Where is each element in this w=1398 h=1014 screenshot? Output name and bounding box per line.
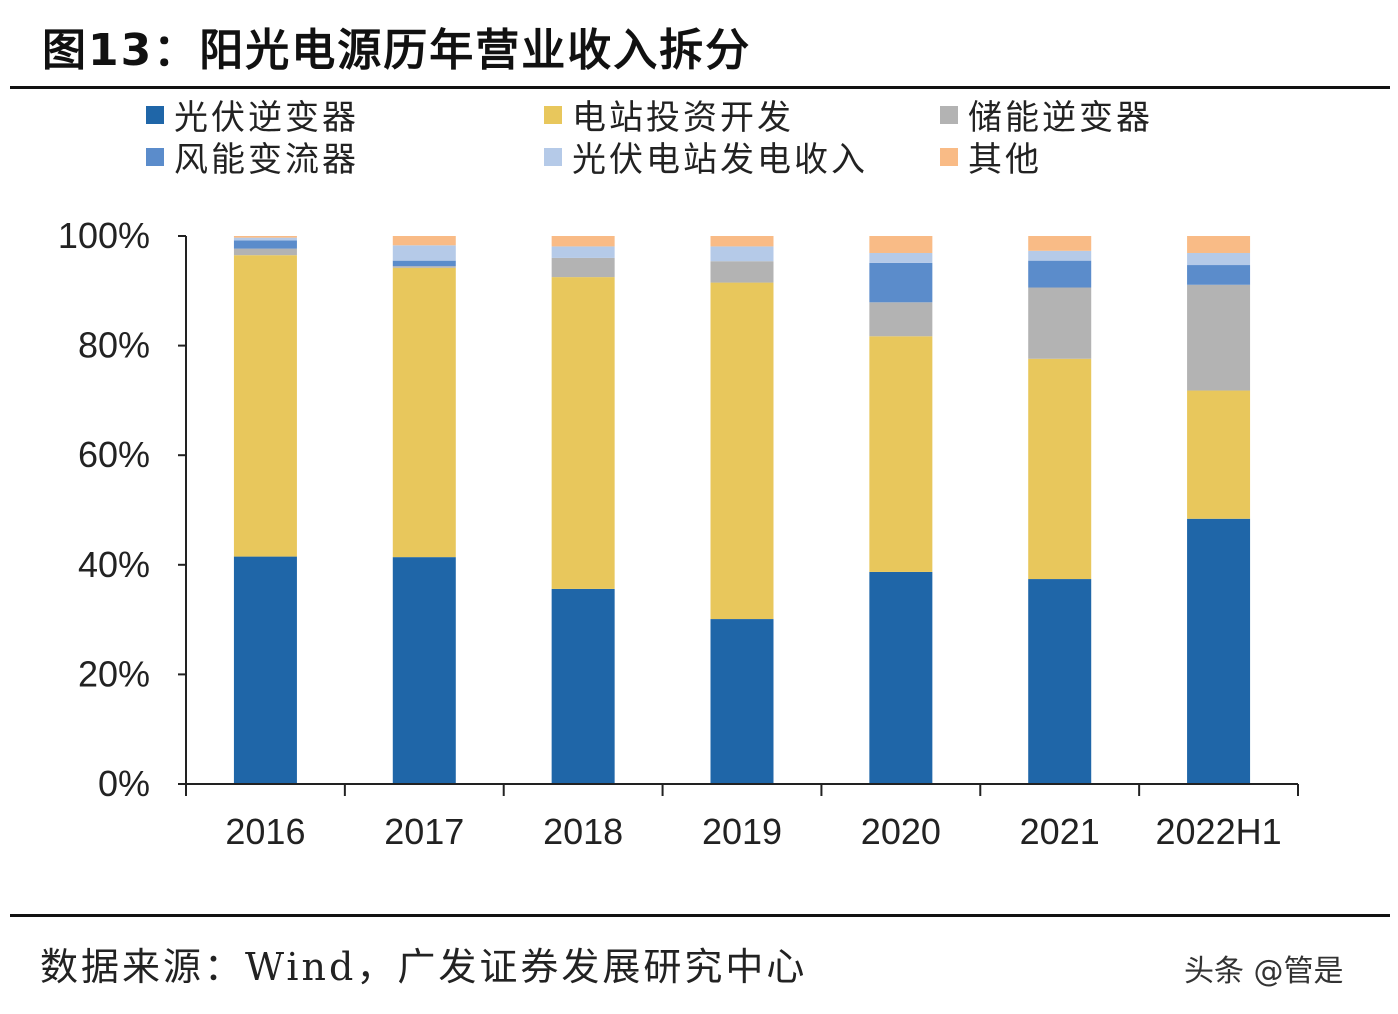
bar-segment: [710, 246, 774, 262]
legend-item: 电站投资开发: [544, 90, 794, 139]
bar-segment: [869, 236, 933, 253]
bar-segment: [710, 261, 774, 283]
legend-label: 储能逆变器: [968, 98, 1153, 138]
x-tick-label: 2020: [861, 811, 941, 852]
legend-item: 光伏电站发电收入: [544, 132, 868, 181]
bar-segment: [1028, 358, 1092, 580]
legend-item: 风能变流器: [146, 132, 359, 181]
chart-title: 图13：阳光电源历年营业收入拆分: [42, 25, 752, 76]
legend-item: 其他: [940, 132, 1042, 181]
bar-segment: [392, 245, 456, 261]
y-tick-label: 40%: [78, 544, 150, 585]
bar-segment: [869, 302, 933, 337]
legend-label: 光伏逆变器: [174, 98, 359, 138]
legend-swatch: [544, 105, 562, 124]
bar-segment: [392, 260, 456, 267]
bar-segment: [1028, 236, 1092, 251]
legend-label: 电站投资开发: [572, 98, 794, 138]
bar-segment: [869, 571, 933, 784]
bar-segment: [1187, 252, 1251, 266]
bar-segment: [233, 255, 297, 557]
bar-segment: [1028, 287, 1092, 359]
y-tick-label: 20%: [78, 653, 150, 694]
legend-label: 风能变流器: [174, 140, 359, 180]
bar-segment: [1187, 236, 1251, 253]
x-tick-label: 2019: [702, 811, 782, 852]
bar-segment: [1187, 390, 1251, 519]
source-note: 数据来源：Wind，广发证券发展研究中心: [40, 945, 808, 989]
x-tick-label: 2022H1: [1156, 811, 1282, 852]
bar-segment: [1187, 284, 1251, 391]
y-tick-label: 60%: [78, 434, 150, 475]
bar-segment: [551, 257, 615, 278]
bar-segment: [233, 236, 297, 238]
y-tick-label: 80%: [78, 325, 150, 366]
bar-segment: [392, 557, 456, 784]
x-tick-label: 2018: [543, 811, 623, 852]
bar-segment: [233, 237, 297, 241]
bar-segment: [551, 277, 615, 589]
legend-swatch: [544, 147, 562, 166]
legend-swatch: [146, 147, 164, 166]
bar-segment: [1187, 265, 1251, 285]
x-tick-label: 2017: [384, 811, 464, 852]
x-tick-label: 2021: [1020, 811, 1100, 852]
legend-item: 储能逆变器: [940, 90, 1153, 139]
legend: 光伏逆变器 电站投资开发 储能逆变器 风能变流器 光伏电站发电收入 其他: [0, 86, 1398, 180]
y-tick-label: 0%: [98, 763, 150, 804]
bar-segment: [869, 336, 933, 572]
bar-segment: [710, 619, 774, 784]
bar-segment: [869, 262, 933, 303]
bar-segment: [233, 240, 297, 249]
watermark: 头条 @管是: [1184, 954, 1344, 989]
title-divider: [10, 86, 1390, 89]
legend-swatch: [940, 105, 958, 124]
bar-segment: [1028, 579, 1092, 784]
legend-swatch: [146, 105, 164, 124]
bar-segment: [1187, 518, 1251, 784]
bar-segment: [233, 556, 297, 784]
legend-item: 光伏逆变器: [146, 90, 359, 139]
bar-segment: [710, 236, 774, 247]
bar-segment: [392, 236, 456, 246]
legend-swatch: [940, 147, 958, 166]
x-tick-label: 2016: [225, 811, 305, 852]
legend-label: 光伏电站发电收入: [572, 140, 868, 180]
y-tick-label: 100%: [58, 215, 150, 256]
bar-segment: [551, 236, 615, 247]
footer-divider: [10, 914, 1390, 917]
bar-segment: [551, 246, 615, 258]
bar-segment: [392, 266, 456, 268]
bar-segment: [551, 588, 615, 784]
bar-segment: [1028, 260, 1092, 288]
legend-label: 其他: [968, 140, 1042, 180]
bar-segment: [233, 248, 297, 256]
bar-segment: [869, 252, 933, 263]
bar-segment: [392, 267, 456, 558]
bar-segment: [1028, 250, 1092, 261]
bar-segment: [710, 282, 774, 620]
